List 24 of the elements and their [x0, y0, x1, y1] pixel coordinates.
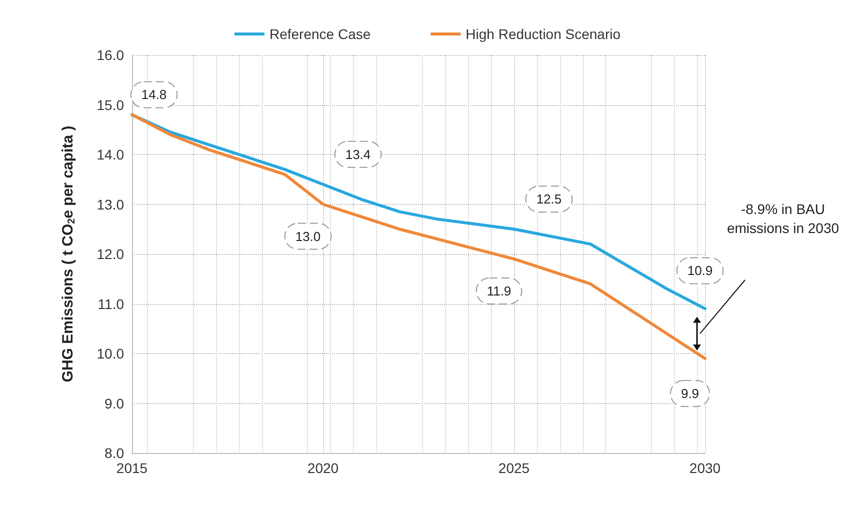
y-tick-label: 12.0: [96, 246, 124, 262]
y-tick-label: 8.0: [104, 445, 124, 461]
y-tick-label: 14.0: [96, 146, 124, 162]
x-tick-label: 2015: [116, 460, 148, 476]
y-tick-label: 10.0: [96, 346, 124, 362]
data-label: 9.9: [680, 386, 700, 401]
y-tick-label: 9.0: [104, 395, 124, 412]
x-tick-label: 2020: [307, 460, 339, 476]
legend-label: High Reduction Scenario: [466, 26, 621, 42]
y-tick-label: 15.0: [96, 96, 124, 113]
text: -8.9% in BAU emissions in 2030: [726, 200, 840, 238]
data-label: 13.0: [295, 228, 321, 244]
data-label: 10.9: [687, 263, 713, 278]
y-axis-title: GHG Emissions ( t CO2e per capita ): [60, 126, 78, 382]
legend-label: Reference Case: [269, 26, 371, 42]
y-tick-label: 16.0: [96, 47, 124, 63]
y-tick-label: 11.0: [98, 296, 124, 312]
data-label: 14.8: [141, 87, 167, 102]
data-label: 12.5: [536, 192, 562, 207]
data-label: 11.9: [486, 283, 512, 298]
x-tick-label: 2030: [689, 460, 721, 476]
y-tick-label: 13.0: [96, 196, 124, 212]
data-label: 13.4: [345, 146, 371, 162]
x-tick-label: 2025: [498, 460, 530, 476]
